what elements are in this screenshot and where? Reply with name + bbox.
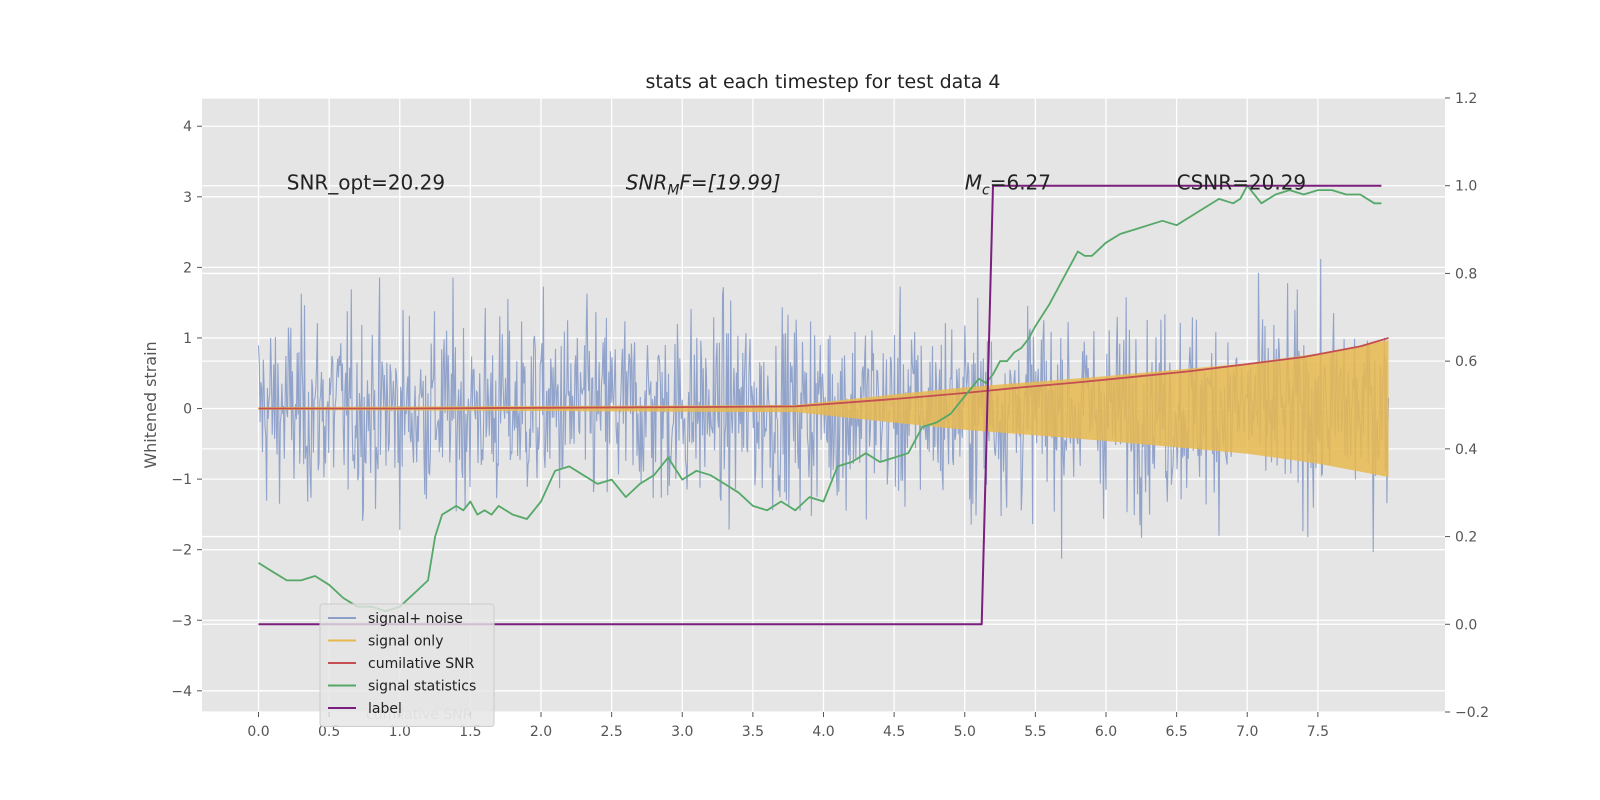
y2-tick-label: 0.4 — [1455, 442, 1477, 458]
y2-tick-label: 0.2 — [1455, 530, 1477, 546]
annotation-text: SNR_opt=20.29 — [287, 171, 445, 195]
x-tick-label: 2.0 — [530, 724, 552, 740]
annotation-tail: F=[19.99] — [679, 171, 780, 195]
legend-box — [319, 603, 495, 727]
y-axis-label: Whitened strain — [141, 341, 160, 468]
legend-label: cumilative SNR — [368, 656, 475, 672]
y2-tick-label: −0.2 — [1455, 705, 1489, 721]
y-tick-label: 1 — [183, 331, 192, 347]
annotation-tail: =6.27 — [990, 171, 1051, 195]
x-tick-label: 6.0 — [1095, 724, 1117, 740]
annotation-main: SNR — [626, 171, 668, 195]
y-tick-label: −3 — [171, 613, 192, 629]
annotation-subscript: M — [667, 183, 679, 199]
annotation-text: SNRMF=[19.99] — [626, 171, 781, 199]
x-tick-label: 5.0 — [954, 724, 976, 740]
series-cumilative-snr — [258, 337, 1389, 410]
y2-tick-label: 0.6 — [1455, 354, 1477, 370]
x-tick-label: 4.5 — [883, 724, 905, 740]
y-tick-label: 0 — [183, 402, 192, 418]
y2-tick-label: 1.2 — [1455, 91, 1477, 107]
legend-label: signal only — [368, 634, 443, 650]
series-layer — [257, 184, 1390, 626]
annotations: SNR_opt=20.29 SNRMF=[19.99] Mc=6.27 CSNR=20… — [287, 171, 1306, 199]
x-tick-label: 0.5 — [318, 724, 340, 740]
legend-label: signal statistics — [368, 679, 476, 695]
y-tick-label: −4 — [171, 684, 192, 700]
y-tick-label: 4 — [183, 119, 192, 135]
ticks: 0.0 0.5 1.0 1.5 2.0 2.5 3.0 3.5 4.0 4.5 5.0 5.5 6.0 6… — [171, 91, 1489, 740]
x-tick-label: 7.0 — [1236, 724, 1258, 740]
x-tick-label: 1.5 — [459, 724, 481, 740]
legend-label: signal+ noise — [368, 611, 463, 627]
series-signal-statistics — [258, 184, 1382, 612]
y2-tick-label: 0.8 — [1455, 266, 1477, 282]
legend-label: label — [368, 701, 402, 717]
x-tick-label: 7.5 — [1307, 724, 1329, 740]
x-tick-label: 6.5 — [1165, 724, 1187, 740]
x-tick-label: 4.0 — [812, 724, 834, 740]
annotation-subscript: c — [982, 183, 990, 199]
annotation-text: Mc=6.27 — [965, 171, 1051, 199]
y2-tick-label: 1.0 — [1455, 179, 1477, 195]
series-signal-only — [258, 340, 1389, 477]
series-label — [258, 184, 1382, 626]
annotation-main: M — [965, 171, 982, 195]
x-tick-label: 3.5 — [742, 724, 764, 740]
x-tick-label: 5.5 — [1024, 724, 1046, 740]
chart-title: stats at each timestep for test data 4 — [645, 71, 1000, 93]
y-tick-label: −2 — [171, 543, 192, 559]
y2-tick-label: 0.0 — [1455, 617, 1477, 633]
y-tick-label: −1 — [171, 472, 192, 488]
y-tick-label: 3 — [183, 190, 192, 206]
annotation-text: CSNR=20.29 — [1177, 171, 1307, 195]
y-tick-label: 2 — [183, 260, 192, 276]
x-tick-label: 1.0 — [389, 724, 411, 740]
x-tick-label: 2.5 — [600, 724, 622, 740]
x-tick-label: 0.0 — [247, 724, 269, 740]
x-tick-label: 3.0 — [671, 724, 693, 740]
